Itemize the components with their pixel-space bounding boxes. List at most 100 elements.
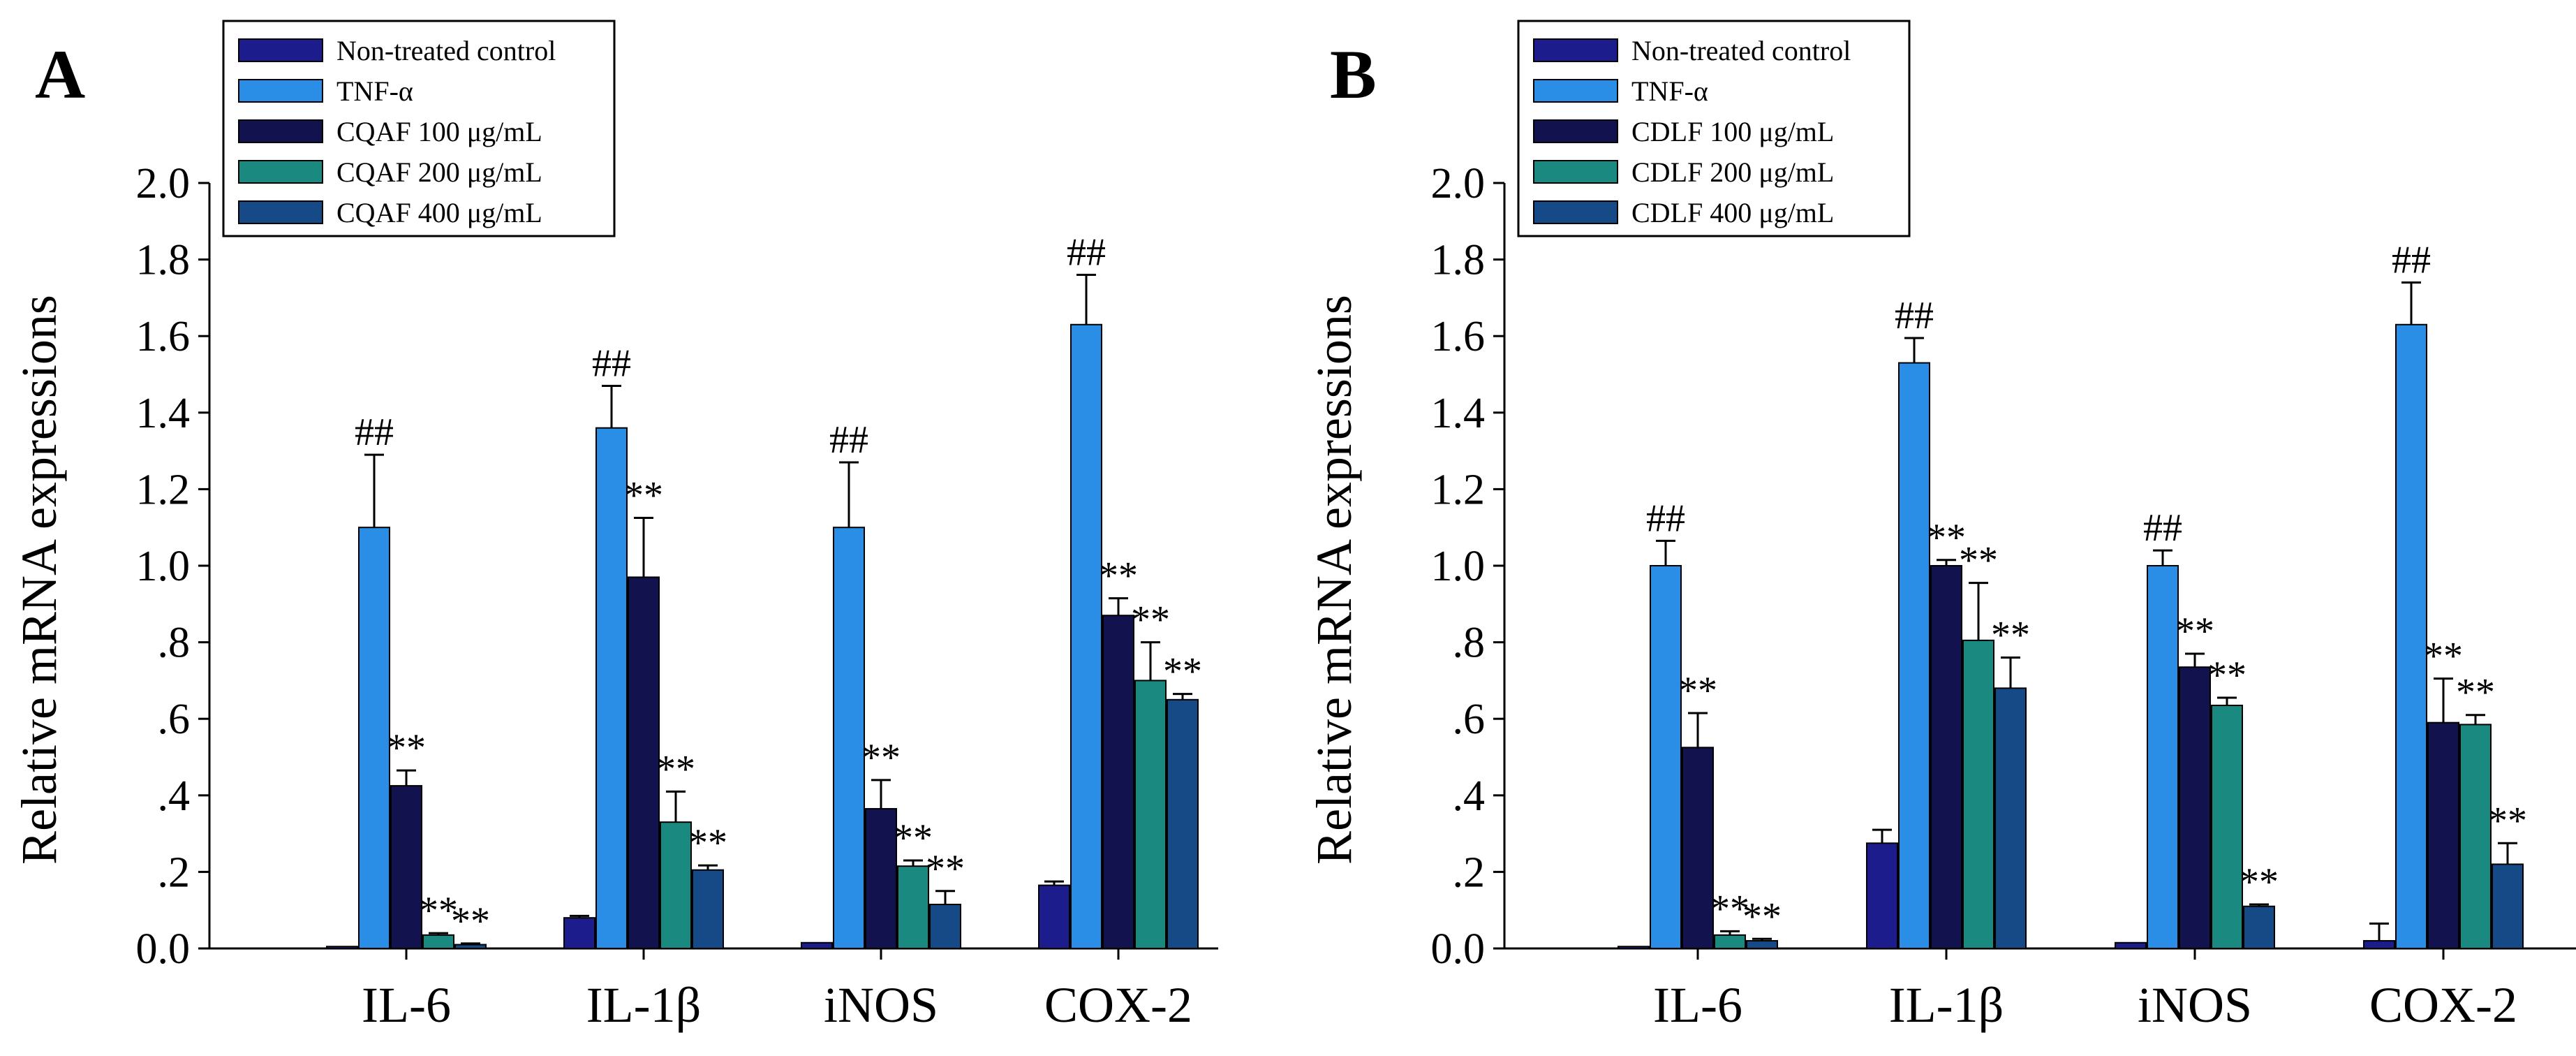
panel-b: B Relative mRNA expressions 0.0 .2 .4 .6 .8 1… bbox=[1306, 20, 2576, 1033]
panel-a-significance-label: ** bbox=[1099, 555, 1138, 598]
panel-b-significance-label: ** bbox=[2456, 671, 2495, 714]
panel-b-bar bbox=[2147, 565, 2179, 949]
panel-a-letter: A bbox=[35, 36, 85, 113]
panel-a-y-tick-label: 1.2 bbox=[136, 466, 191, 513]
panel-b-bar bbox=[1962, 639, 1994, 949]
panel-a-significance-label: ** bbox=[926, 847, 965, 890]
panel-a-bar bbox=[801, 941, 833, 950]
panel-b-bar bbox=[2363, 940, 2395, 950]
panel-b-bar bbox=[2459, 724, 2492, 950]
panel-b-significance-label: ## bbox=[2392, 238, 2431, 281]
panel-a-bar bbox=[1102, 615, 1134, 949]
panel-b-significance-label: ## bbox=[1646, 497, 1685, 540]
panel-b-bar bbox=[1682, 747, 1714, 950]
panel-a: A Relative mRNA expressions 0.0 .2 .4 .6 .8 1… bbox=[11, 20, 1218, 1033]
panel-b-y-tick-label: 1.4 bbox=[1431, 390, 1486, 437]
panel-b-significance-label: ** bbox=[2240, 860, 2279, 904]
panel-b-significance-label: ** bbox=[1710, 887, 1749, 930]
panel-a-y-tick-label: .4 bbox=[158, 772, 191, 820]
panel-a-bar bbox=[660, 821, 692, 950]
panel-b-bar bbox=[2179, 666, 2211, 949]
panel-a-significance-label: ** bbox=[894, 816, 933, 860]
panel-a-y-axis-label: Relative mRNA expressions bbox=[11, 295, 67, 865]
panel-b-bar bbox=[1866, 842, 1898, 950]
panel-b-legend-label: CDLF 200 μg/mL bbox=[1631, 156, 1834, 188]
panel-a-bar bbox=[1167, 698, 1199, 949]
panel-a-y-tick-label: .8 bbox=[158, 619, 191, 667]
panel-a-legend-swatch bbox=[238, 119, 323, 143]
panel-b-bar bbox=[2115, 941, 2147, 950]
panel-b-bar bbox=[2211, 705, 2243, 950]
panel-a-significance-label: ** bbox=[624, 474, 663, 518]
panel-a-legend-swatch bbox=[238, 38, 323, 62]
panel-a-bar bbox=[563, 917, 595, 950]
panel-b-category-label: IL-6 bbox=[1653, 977, 1742, 1033]
panel-b-y-tick-label: 1.8 bbox=[1431, 237, 1486, 284]
panel-a-bar bbox=[595, 427, 628, 949]
panel-b-significance-label: ** bbox=[2424, 635, 2463, 678]
panel-b-y-tick-label: .6 bbox=[1453, 696, 1486, 743]
panel-b-bar bbox=[1746, 940, 1778, 950]
panel-b-significance-label: ** bbox=[1742, 895, 1782, 938]
panel-a-bar bbox=[692, 869, 724, 950]
panel-a-category-label: IL-6 bbox=[362, 977, 451, 1033]
panel-a-bar bbox=[390, 785, 422, 949]
panel-a-bar bbox=[929, 903, 961, 949]
panel-b-y-tick-label: 1.2 bbox=[1431, 466, 1486, 513]
panel-a-legend-label: TNF-α bbox=[336, 75, 413, 107]
panel-b-bar bbox=[1994, 687, 2027, 949]
panel-a-significance-label: ## bbox=[355, 411, 394, 454]
panel-b-category-label: COX-2 bbox=[2369, 977, 2517, 1033]
panel-a-significance-label: ## bbox=[1067, 231, 1106, 274]
panel-b-category-label: IL-1β bbox=[1889, 977, 2004, 1033]
panel-b-legend-swatch bbox=[1533, 119, 1618, 143]
panel-a-y-tick-label: 2.0 bbox=[136, 160, 191, 207]
panel-b-significance-label: ## bbox=[1895, 294, 1934, 337]
panel-b-legend: Non-treated control TNF-α CDLF 100 μg/mL CD… bbox=[1517, 20, 1911, 237]
panel-a-significance-label: ** bbox=[451, 900, 490, 943]
panel-a-significance-label: ## bbox=[592, 342, 631, 385]
panel-a-legend-label: CQAF 200 μg/mL bbox=[336, 156, 542, 188]
panel-a-significance-label: ** bbox=[688, 821, 727, 865]
panel-b-significance-label: ** bbox=[1678, 669, 1717, 712]
panel-a-significance-label: ** bbox=[419, 889, 458, 932]
panel-b-y-tick-label: 1.6 bbox=[1431, 313, 1486, 360]
panel-b-significance-label: ** bbox=[2207, 654, 2246, 697]
panel-b-bar bbox=[1898, 362, 1930, 949]
panel-a-significance-label: ** bbox=[861, 736, 901, 779]
panel-a-bar bbox=[454, 944, 487, 950]
panel-b-y-tick-label: 2.0 bbox=[1431, 160, 1486, 207]
panel-b-significance-label: ** bbox=[1991, 614, 2030, 657]
panel-a-y-tick-label: 0.0 bbox=[136, 925, 191, 973]
panel-b-legend-swatch bbox=[1533, 79, 1618, 103]
panel-b-legend-swatch bbox=[1533, 160, 1618, 184]
panel-a-bar bbox=[628, 576, 660, 949]
panel-a-category-label: iNOS bbox=[824, 977, 938, 1033]
panel-b-bar bbox=[2243, 905, 2275, 949]
panel-a-legend-swatch bbox=[238, 160, 323, 184]
panel-a-legend-swatch bbox=[238, 79, 323, 103]
panel-b-significance-label: ** bbox=[1927, 516, 1966, 559]
panel-b-y-tick-label: 0.0 bbox=[1431, 925, 1486, 973]
panel-b-bar bbox=[2427, 721, 2459, 950]
panel-b-y-tick-label: 1.0 bbox=[1431, 543, 1486, 590]
panel-a-bar bbox=[1070, 323, 1102, 949]
panel-a-bar bbox=[358, 527, 390, 949]
panel-a-legend-label: CQAF 100 μg/mL bbox=[336, 116, 542, 147]
panel-b-y-tick-label: .4 bbox=[1453, 772, 1486, 820]
panel-b-y-tick-label: .2 bbox=[1453, 849, 1486, 896]
panel-a-y-tick-label: 1.8 bbox=[136, 237, 191, 284]
panel-a-bar bbox=[1134, 680, 1167, 950]
panel-b-significance-label: ** bbox=[2488, 799, 2527, 842]
panel-b-bar bbox=[2395, 323, 2427, 949]
panel-a-legend-label: CQAF 400 μg/mL bbox=[336, 197, 542, 228]
panel-a-significance-label: ** bbox=[656, 747, 695, 791]
panel-b-significance-label: ** bbox=[1959, 539, 1998, 582]
panel-a-category-label: COX-2 bbox=[1044, 977, 1192, 1033]
panel-b-bars: ########************** ********** bbox=[1618, 238, 2527, 950]
panel-a-legend: Non-treated control TNF-α CQAF 100 μg/mL CQ… bbox=[222, 20, 616, 237]
panel-b-legend-swatch bbox=[1533, 200, 1618, 224]
panel-a-bar bbox=[326, 946, 358, 950]
panel-b-significance-label: ## bbox=[2143, 506, 2182, 550]
panel-a-bars: ########************************ bbox=[326, 231, 1202, 950]
